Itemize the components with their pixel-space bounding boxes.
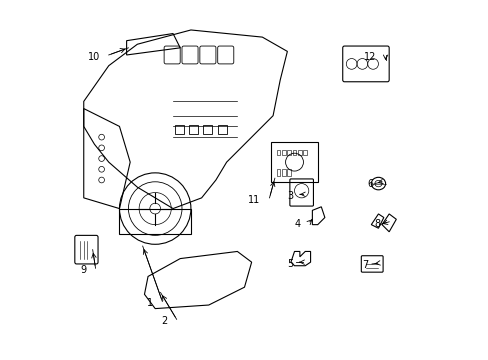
Text: 3: 3 (287, 191, 293, 201)
Text: 4: 4 (294, 219, 300, 229)
Bar (303, 150, 306, 155)
Text: 11: 11 (248, 195, 260, 204)
Text: 5: 5 (287, 259, 293, 269)
Text: 6: 6 (366, 179, 372, 189)
Text: 7: 7 (362, 260, 368, 270)
Text: 9: 9 (81, 265, 86, 275)
Bar (276, 169, 280, 176)
Text: 1: 1 (147, 298, 153, 308)
Bar (175, 125, 183, 134)
Text: 12: 12 (364, 52, 376, 62)
Bar (276, 150, 280, 155)
Bar (287, 150, 290, 155)
Bar (203, 125, 212, 134)
Bar (282, 169, 285, 176)
Bar (189, 125, 198, 134)
Text: 8: 8 (373, 219, 380, 229)
Bar (217, 125, 226, 134)
Bar (282, 150, 285, 155)
Bar (287, 169, 290, 176)
Text: 10: 10 (87, 52, 100, 62)
Text: 2: 2 (161, 316, 167, 326)
Bar (292, 150, 296, 155)
Bar (298, 150, 301, 155)
